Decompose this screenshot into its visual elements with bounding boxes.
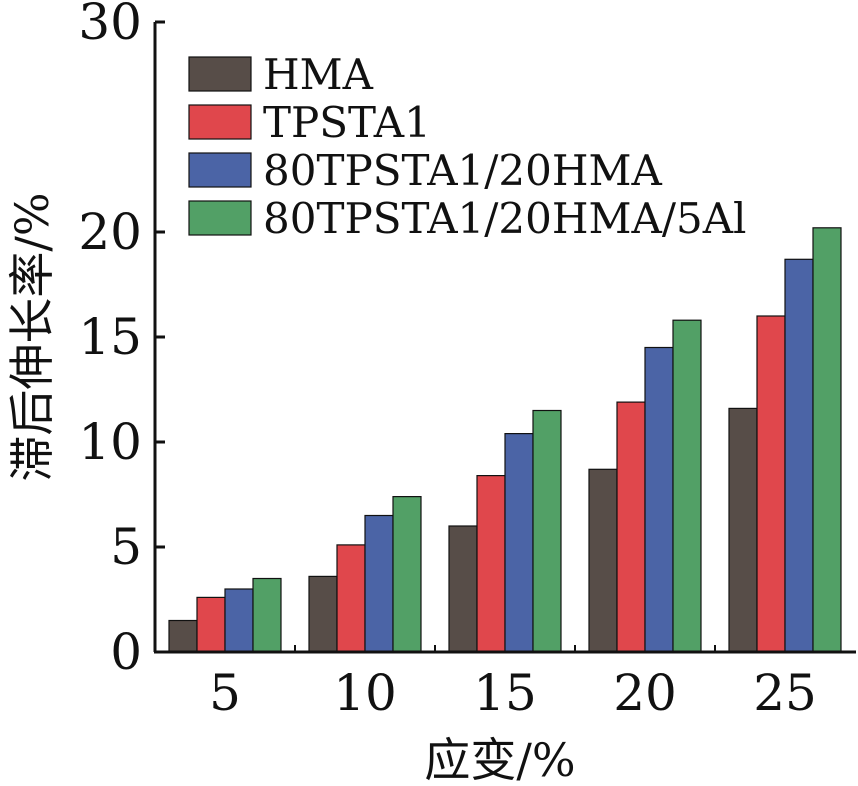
y-tick-label: 15	[78, 308, 142, 366]
x-tick-label: 5	[209, 664, 241, 722]
bar-80TPSTA1/20HMA-10	[364, 514, 394, 653]
bar-HMA-10	[308, 575, 338, 653]
legend-label: TPSTA1	[263, 98, 431, 147]
bar-80TPSTA1/20HMA/5Al-5	[252, 577, 282, 653]
y-ticks: 0 5 10 15 20 30	[78, 0, 165, 681]
legend-label: 80TPSTA1/20HMA	[263, 146, 662, 195]
legend: HMATPSTA180TPSTA1/20HMA80TPSTA1/20HMA/5A…	[188, 50, 746, 243]
bar-TPSTA1-15	[476, 475, 506, 653]
bar-TPSTA1-10	[336, 544, 366, 653]
x-tick-label: 10	[333, 664, 397, 722]
bar-TPSTA1-5	[196, 596, 226, 653]
legend-swatch	[188, 200, 252, 236]
x-tick-label: 20	[613, 664, 677, 722]
x-tick-label: 15	[473, 664, 537, 722]
bar-80TPSTA1/20HMA-15	[504, 433, 534, 653]
bar-TPSTA1-20	[616, 401, 646, 653]
x-axis-title: 应变/%	[424, 733, 575, 786]
bar-80TPSTA1/20HMA/5Al-25	[812, 227, 842, 653]
x-ticks: 5 10 15 20 25	[209, 645, 817, 722]
bar-80TPSTA1/20HMA-20	[644, 346, 674, 653]
y-tick-label: 10	[78, 413, 142, 471]
y-axis-title: 滞后伸长率/%	[5, 192, 59, 481]
bar-TPSTA1-25	[756, 315, 786, 653]
legend-swatch	[188, 104, 252, 140]
bar-HMA-15	[448, 525, 478, 653]
y-tick-label: 5	[110, 518, 142, 576]
legend-label: 80TPSTA1/20HMA/5Al	[263, 194, 746, 243]
bar-80TPSTA1/20HMA-25	[784, 258, 814, 653]
bar-HMA-20	[588, 468, 618, 653]
y-tick-label: 0	[110, 623, 142, 681]
bar-80TPSTA1/20HMA/5Al-15	[532, 409, 562, 653]
bar-HMA-25	[728, 407, 758, 653]
legend-swatch	[188, 56, 252, 92]
legend-label: HMA	[263, 50, 374, 99]
bar-80TPSTA1/20HMA/5Al-10	[392, 496, 422, 653]
y-tick-label: 20	[78, 203, 142, 261]
y-tick-label: 30	[78, 0, 142, 51]
bar-80TPSTA1/20HMA-5	[224, 588, 254, 653]
bars-layer	[168, 227, 842, 653]
bar-80TPSTA1/20HMA/5Al-20	[672, 319, 702, 653]
legend-swatch	[188, 152, 252, 188]
bar-HMA-5	[168, 619, 198, 653]
x-tick-label: 25	[753, 664, 817, 722]
